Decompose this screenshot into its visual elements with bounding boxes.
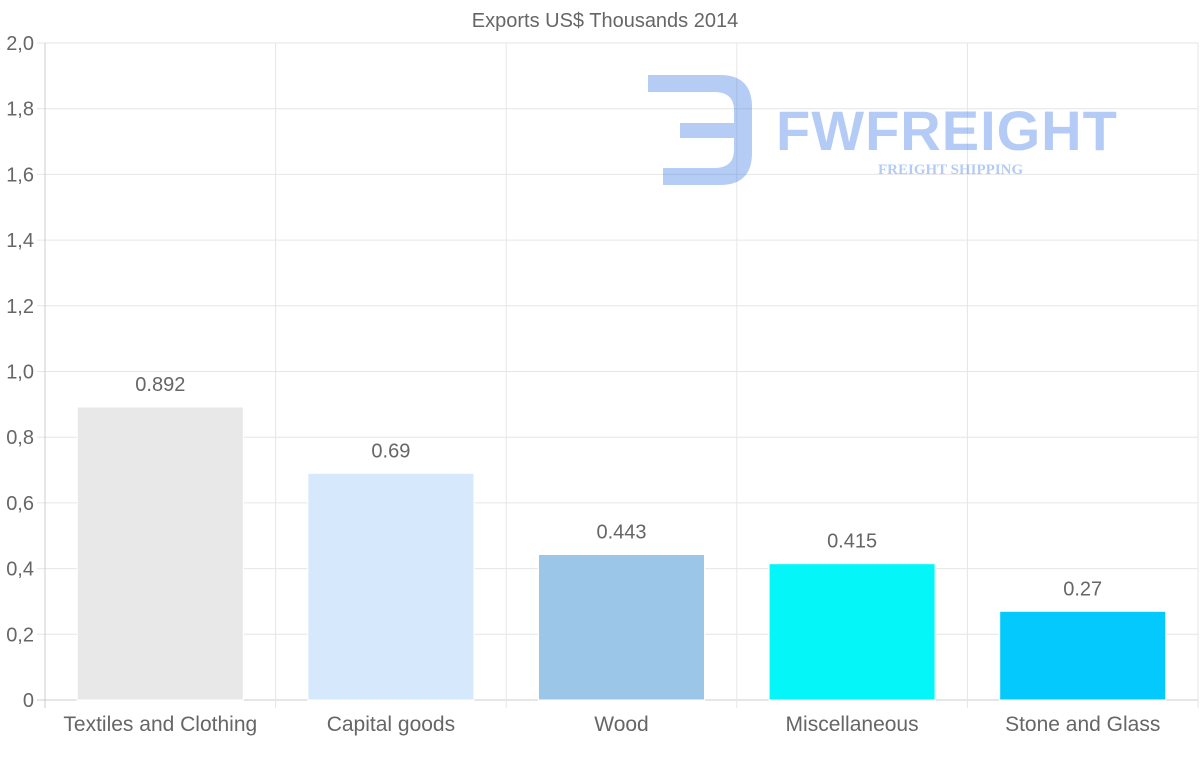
y-tick-label: 0,6 — [6, 493, 34, 515]
watermark-logo: FWFREIGHT FREIGHT SHIPPING — [648, 75, 1118, 185]
bars-group — [76, 406, 1167, 701]
x-tick-label: Stone and Glass — [1005, 713, 1160, 736]
y-tick-label: 0,2 — [6, 624, 34, 646]
y-tick-label: 2,0 — [6, 33, 34, 55]
y-tick-label: 1,6 — [6, 164, 34, 186]
fw-logo-mark — [648, 75, 752, 185]
grid-lines — [37, 42, 1199, 708]
bar[interactable] — [537, 553, 706, 701]
bar[interactable] — [999, 610, 1167, 701]
bar[interactable] — [307, 472, 475, 701]
chart-title: Exports US$ Thousands 2014 — [472, 10, 738, 32]
y-tick-label: 1,8 — [6, 99, 34, 121]
bar-value-label: 0.443 — [596, 521, 646, 543]
bar-value-label: 0.69 — [371, 440, 410, 462]
x-axis: Textiles and Clothing Capital goods Wood Mi… — [63, 713, 1160, 736]
x-tick-label: Capital goods — [327, 713, 455, 736]
y-tick-label: 0 — [23, 690, 34, 712]
x-tick-label: Wood — [594, 713, 648, 736]
y-tick-label: 0,4 — [6, 559, 34, 581]
y-tick-label: 1,2 — [6, 296, 34, 318]
y-tick-label: 1,0 — [6, 362, 34, 384]
bar-value-label: 0.892 — [135, 374, 185, 396]
y-tick-label: 1,4 — [6, 230, 34, 252]
y-axis: 0 0,2 0,4 0,6 0,8 1,0 1,2 1,4 1,6 1,8 2,0 — [6, 33, 34, 712]
bar[interactable] — [768, 563, 936, 701]
bar-value-label: 0.27 — [1063, 578, 1102, 600]
watermark-tagline: FREIGHT SHIPPING — [878, 162, 1023, 178]
value-labels-group: 0.892 0.69 0.443 0.415 0.27 — [135, 374, 1102, 600]
y-tick-label: 0,8 — [6, 427, 34, 449]
watermark-brand: FWFREIGHT — [776, 99, 1118, 162]
bar-value-label: 0.415 — [827, 531, 877, 553]
bar[interactable] — [76, 406, 244, 701]
x-tick-label: Miscellaneous — [786, 713, 919, 736]
x-tick-label: Textiles and Clothing — [63, 713, 257, 736]
